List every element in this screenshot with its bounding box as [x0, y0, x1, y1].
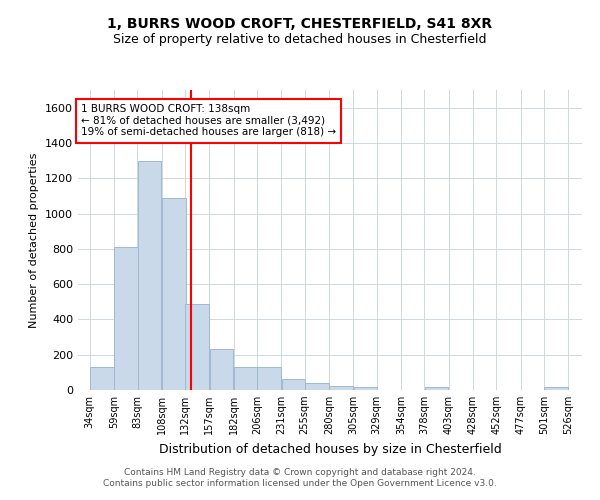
Bar [137, 160, 161, 390]
Bar [185, 304, 209, 390]
Bar [305, 383, 329, 390]
Bar [209, 350, 233, 390]
Y-axis label: Number of detached properties: Number of detached properties [29, 152, 40, 328]
Bar [114, 247, 138, 390]
Bar [234, 367, 258, 390]
Bar [329, 386, 353, 390]
Bar [90, 367, 114, 390]
Bar [281, 378, 305, 390]
Bar [162, 198, 186, 390]
Bar [425, 388, 448, 390]
Text: 1 BURRS WOOD CROFT: 138sqm
← 81% of detached houses are smaller (3,492)
19% of s: 1 BURRS WOOD CROFT: 138sqm ← 81% of deta… [81, 104, 336, 138]
Bar [544, 388, 568, 390]
Bar [257, 367, 281, 390]
Bar [353, 388, 377, 390]
X-axis label: Distribution of detached houses by size in Chesterfield: Distribution of detached houses by size … [158, 442, 502, 456]
Text: 1, BURRS WOOD CROFT, CHESTERFIELD, S41 8XR: 1, BURRS WOOD CROFT, CHESTERFIELD, S41 8… [107, 18, 493, 32]
Text: Size of property relative to detached houses in Chesterfield: Size of property relative to detached ho… [113, 32, 487, 46]
Text: Contains HM Land Registry data © Crown copyright and database right 2024.
Contai: Contains HM Land Registry data © Crown c… [103, 468, 497, 487]
